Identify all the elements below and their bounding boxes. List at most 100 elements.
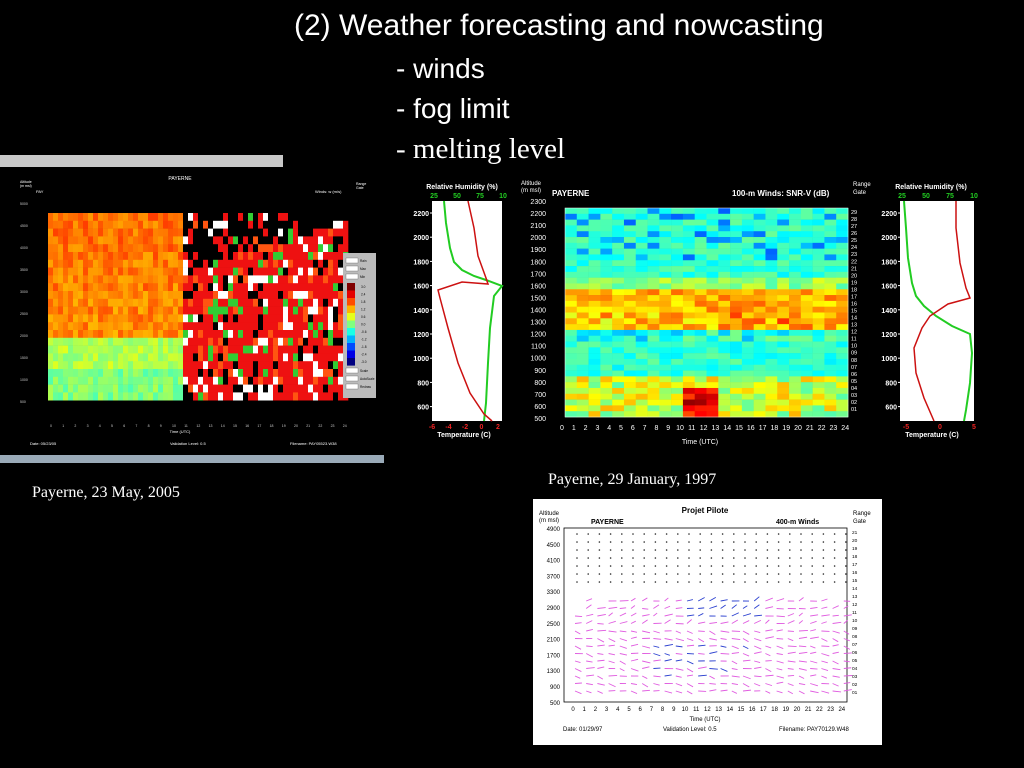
pp-dot [688,541,690,543]
snr-heatmap-cell [812,242,825,249]
left-heatmap-cell [133,337,139,346]
snr-heatmap-cell [565,260,578,267]
left-heatmap-cell [318,384,324,393]
pp-wind-barb [731,619,739,624]
snr-xtick: 24 [841,425,849,432]
pp-wind-barb [653,638,662,640]
left-heatmap-cell [273,236,279,245]
pp-wind-barb [776,668,783,671]
left-heatmap-cell [58,298,64,307]
snr-heatmap-cell [812,370,825,377]
snr-heatmap-cell [765,283,778,290]
snr-heatmap-cell [694,399,707,406]
left-heatmap-cell [168,275,174,284]
left-xtick: 20 [294,424,298,428]
left-heatmap-cell [213,213,219,222]
pp-dot [677,565,679,567]
snr-heatmap-cell [659,213,672,220]
snr-heatmap-cell [765,329,778,337]
left-heatmap-cell [278,220,284,229]
pp-wind-barb [832,630,840,634]
left-heatmap-cell [273,376,279,385]
snr-heatmap-cell [612,347,625,354]
left-heatmap-cell [83,392,89,401]
left-heatmap-cell [108,322,114,331]
left-heatmap-cell [288,384,294,393]
snr-heatmap-cell [635,393,648,400]
left-heatmap-cell [68,345,74,354]
pp-dot [654,549,657,551]
left-heatmap-cell [338,213,344,222]
left-heatmap-cell [143,384,149,393]
left-heatmap-cell [328,298,334,307]
pp-wind-barb [765,619,770,624]
snr-heatmap-cell [623,341,637,348]
left-heatmap-cell [318,213,324,222]
left-heatmap-cell [323,291,329,300]
left-heatmap-cell [293,236,299,245]
pp-dot [587,549,589,551]
left-heatmap-cell [313,275,319,284]
pp-winds-label: 400-m Winds [776,519,819,526]
snr-heatmap-cell [694,312,707,319]
left-heatmap-cell [303,322,309,331]
pp-dot [755,541,757,543]
snr-heatmap-cell [706,399,719,406]
pp-dot [632,565,634,567]
left-ytick: 500 [20,400,26,404]
snr-heatmap-cell [812,341,825,348]
snr-heatmap-cell [718,382,731,389]
snr-heatmap-cell [836,300,849,307]
left-heatmap-cell [133,322,139,331]
left-heatmap-cell [248,322,254,331]
snr-range-label: Range [853,182,871,188]
snr-heatmap-cell [800,300,813,307]
left-station-label: PAYERNE [168,176,192,182]
snr-heatmap-cell [730,341,743,348]
snr-heatmap-cell [588,312,601,319]
snr-heatmap-cell [812,254,825,261]
snr-heatmap-cell [800,289,813,296]
snr-heatmap-cell [777,277,790,284]
left-heatmap-cell [128,283,134,292]
left-heatmap-cell [228,369,234,378]
snr-heatmap-cell [635,208,648,215]
snr-heatmap-cell [741,208,754,215]
snr-heatmap-cell [623,237,637,244]
snr-heatmap-cell [765,411,778,418]
left-heatmap-cell [273,384,279,393]
left-heatmap-cell [73,259,79,268]
left-heatmap-cell [228,213,234,222]
left-heatmap-cell [178,384,184,393]
snr-gate-tick: 18 [851,287,857,293]
left-heatmap-cell [158,236,164,245]
pp-dot [654,573,657,575]
snr-heatmap-cell [812,295,825,302]
left-heatmap-cell [223,244,229,253]
left-heatmap-cell [118,306,124,315]
pp-wind-barb [843,619,849,624]
left-heatmap-cell [258,236,264,245]
pp-dot [721,533,724,535]
pp-ytick: 900 [550,685,561,691]
snr-heatmap-cell [682,399,696,406]
pp-wind-barb [765,653,771,657]
left-heatmap-cell [218,361,224,370]
pp-dot [833,565,836,567]
snr-heatmap-cell [741,364,754,371]
left-heatmap-cell [168,283,174,292]
left-heatmap-cell [193,314,199,323]
left-heatmap-cell [343,213,349,222]
left-heatmap-cell [243,369,249,378]
left-heatmap-cell [333,252,339,261]
left-xtick: 10 [172,424,176,428]
left-heatmap-cell [58,220,64,229]
pp-wind-barb [586,613,594,617]
left-heatmap-cell [148,376,154,385]
legend-swatch [347,320,355,329]
left-heatmap-cell [78,220,84,229]
snr-heatmap-cell [753,341,766,348]
left-heatmap-cell [158,376,164,385]
snr-heatmap-cell [612,254,625,261]
snr-heatmap-cell [812,347,825,354]
